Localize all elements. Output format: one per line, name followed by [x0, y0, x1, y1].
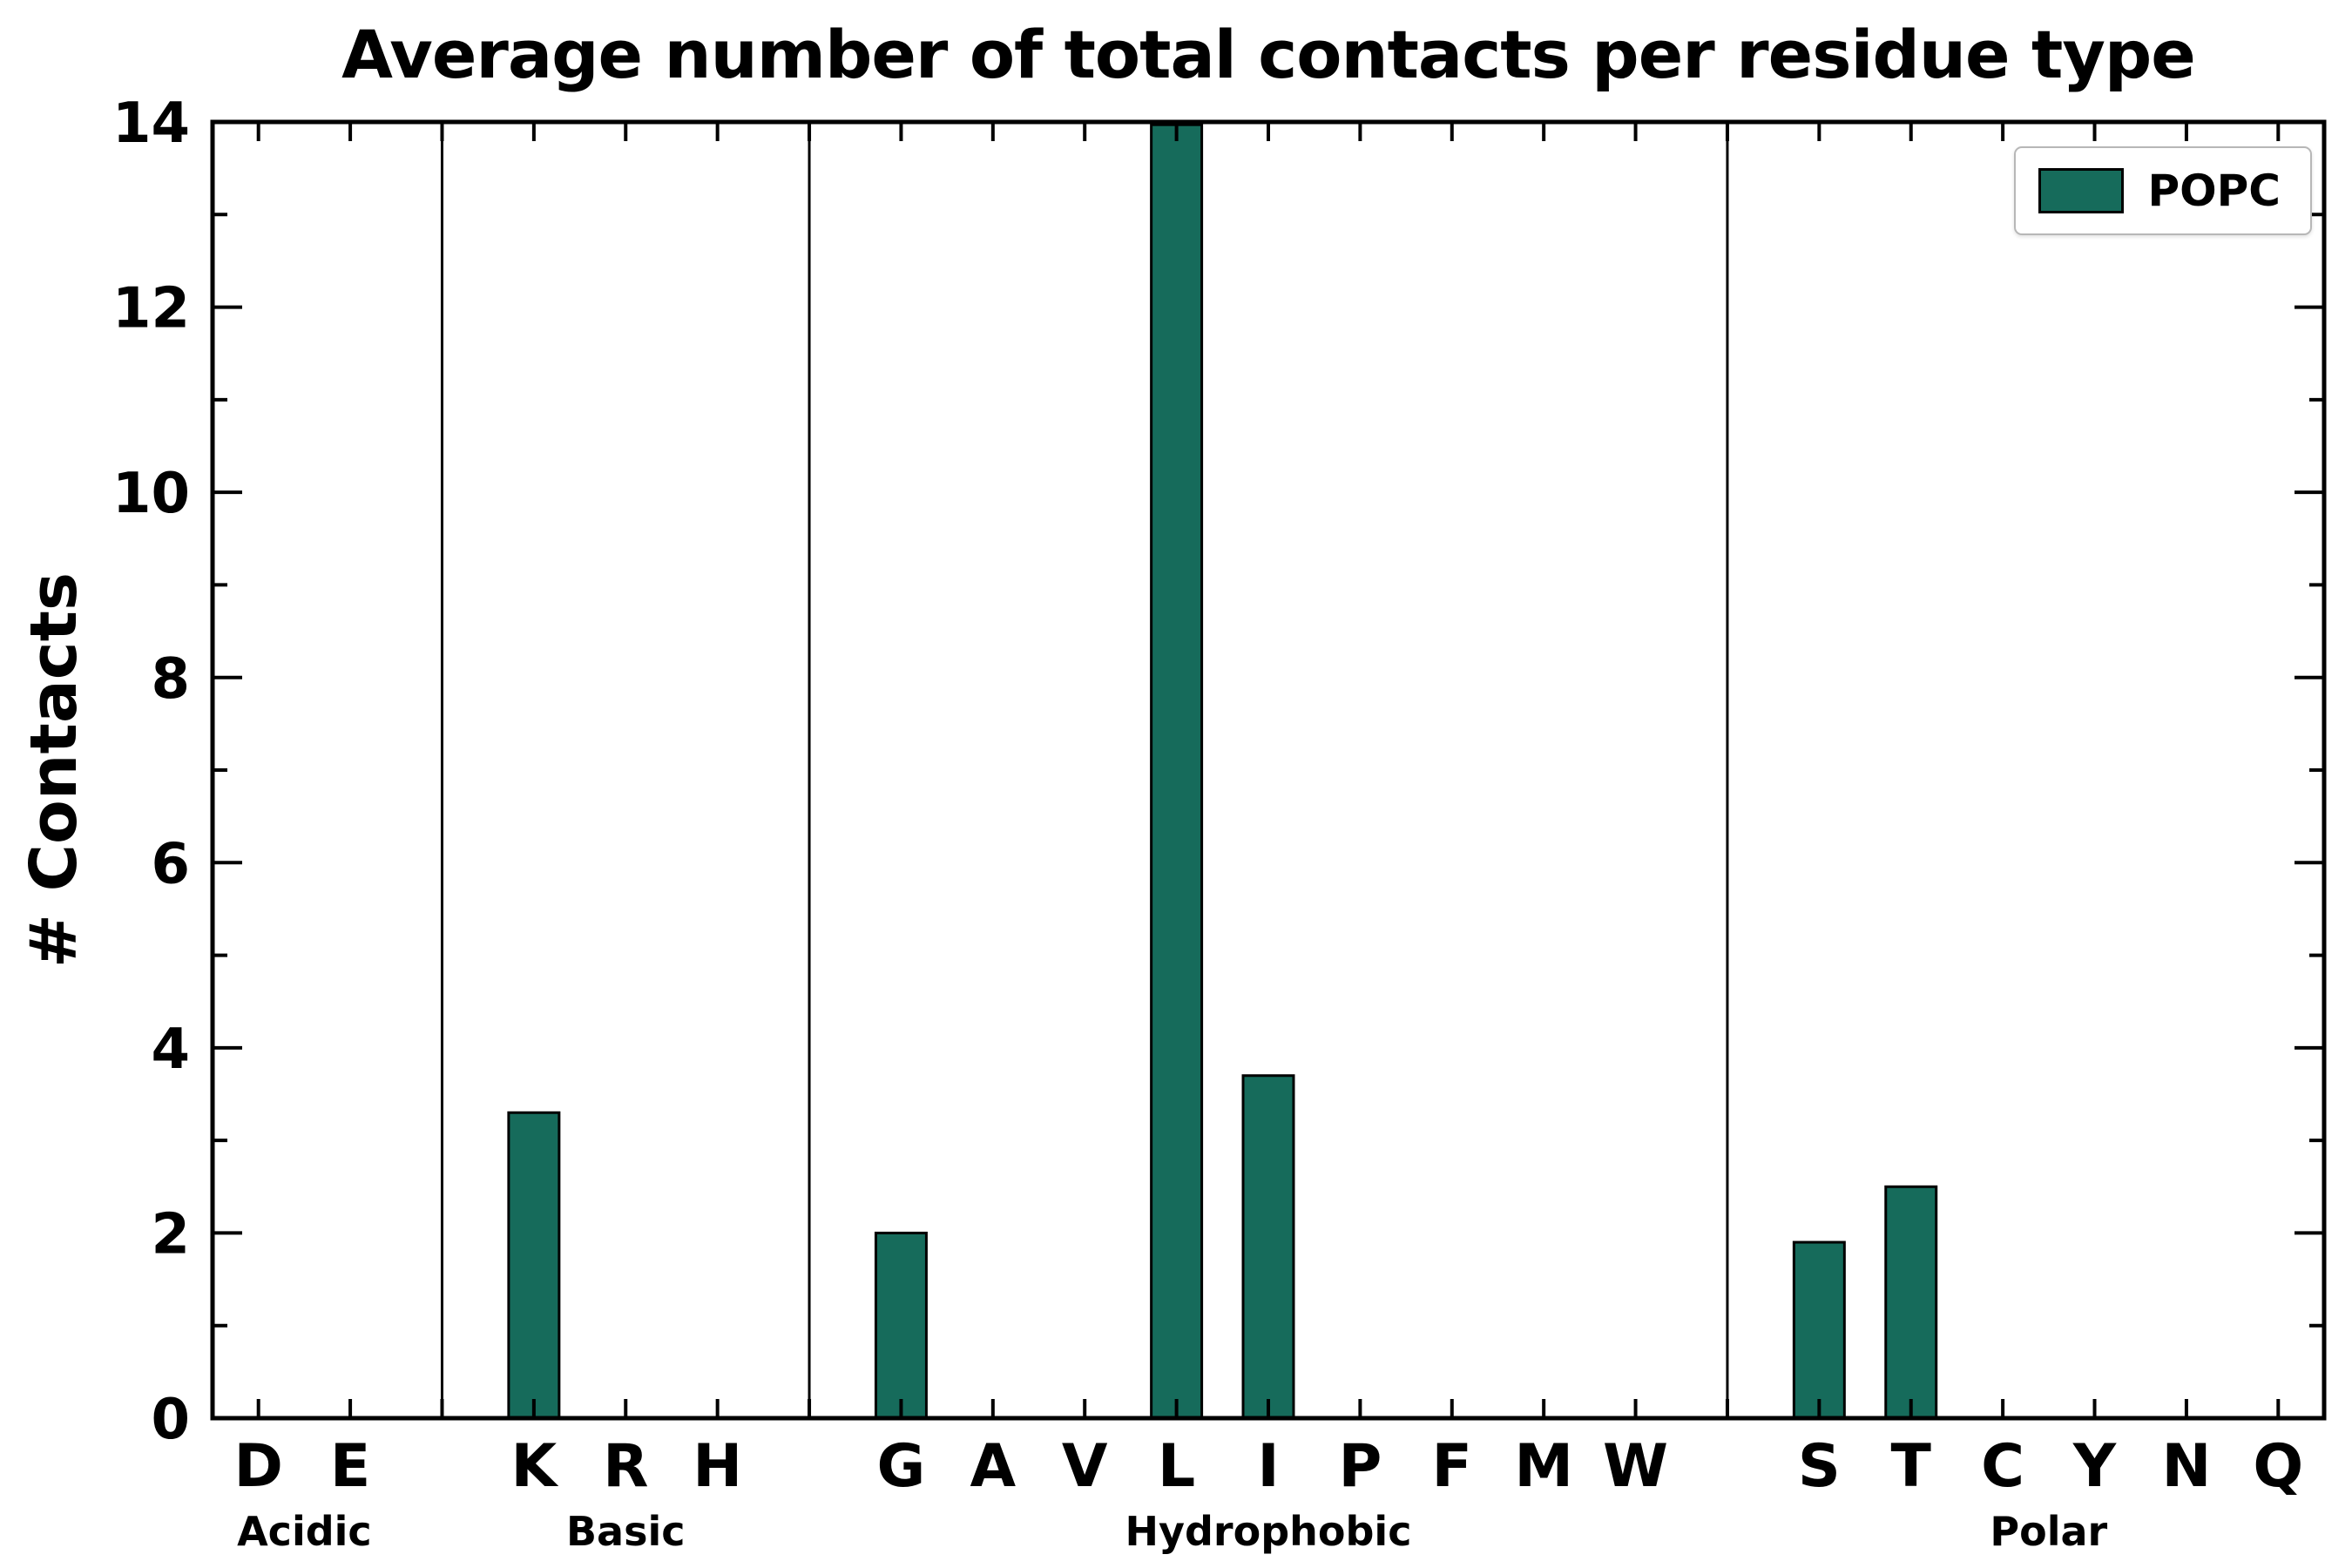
svg-text:N: N	[2161, 1432, 2211, 1501]
svg-text:T: T	[1891, 1432, 1932, 1501]
svg-text:L: L	[1158, 1432, 1195, 1501]
svg-text:K: K	[511, 1432, 559, 1501]
svg-text:12: 12	[112, 277, 190, 341]
svg-text:V: V	[1062, 1432, 1108, 1501]
svg-text:2: 2	[151, 1202, 190, 1267]
svg-text:S: S	[1798, 1432, 1841, 1501]
legend-swatch	[2038, 168, 2124, 213]
bar-L	[1150, 123, 1204, 1420]
svg-text:A: A	[970, 1432, 1017, 1501]
bar-I	[1241, 1074, 1295, 1420]
svg-text:Hydrophobic: Hydrophobic	[1125, 1508, 1412, 1555]
svg-text:E: E	[330, 1432, 370, 1501]
bar-T	[1884, 1185, 1938, 1420]
group-labels: Acidic Basic Hydrophobic Polar	[237, 1508, 2107, 1555]
svg-text:F: F	[1432, 1432, 1472, 1501]
bar-S	[1792, 1240, 1846, 1420]
bar-G	[874, 1231, 928, 1420]
svg-text:H: H	[693, 1432, 742, 1501]
legend: POPC	[2013, 146, 2312, 235]
svg-text:4: 4	[151, 1017, 190, 1082]
chart-title: Average number of total contacts per res…	[341, 16, 2196, 93]
plot-frame	[210, 119, 2327, 1421]
svg-text:Basic: Basic	[566, 1508, 686, 1555]
svg-text:R: R	[603, 1432, 648, 1501]
svg-text:M: M	[1514, 1432, 1573, 1501]
svg-text:Acidic: Acidic	[237, 1508, 372, 1555]
svg-text:W: W	[1603, 1432, 1668, 1501]
svg-text:8: 8	[151, 647, 190, 712]
svg-text:14: 14	[112, 91, 190, 156]
y-axis-label: # Contacts	[17, 571, 91, 969]
svg-text:10: 10	[112, 462, 190, 526]
svg-text:0: 0	[151, 1388, 190, 1452]
bar-K	[507, 1111, 561, 1420]
svg-text:Y: Y	[2072, 1432, 2117, 1501]
svg-text:I: I	[1257, 1432, 1279, 1501]
svg-text:D: D	[233, 1432, 282, 1501]
svg-text:6: 6	[151, 832, 190, 896]
bars	[507, 123, 1938, 1420]
group-separators	[440, 122, 1729, 1418]
legend-label: POPC	[2147, 166, 2281, 216]
y-tick-labels: 0 2 4 6 8 10 12 14	[112, 91, 190, 1452]
svg-text:Q: Q	[2253, 1432, 2303, 1501]
axis-ticks	[213, 120, 2324, 1420]
svg-text:G: G	[877, 1432, 926, 1501]
svg-text:Polar: Polar	[1990, 1508, 2107, 1555]
svg-text:P: P	[1338, 1432, 1382, 1501]
svg-text:C: C	[1981, 1432, 2024, 1501]
